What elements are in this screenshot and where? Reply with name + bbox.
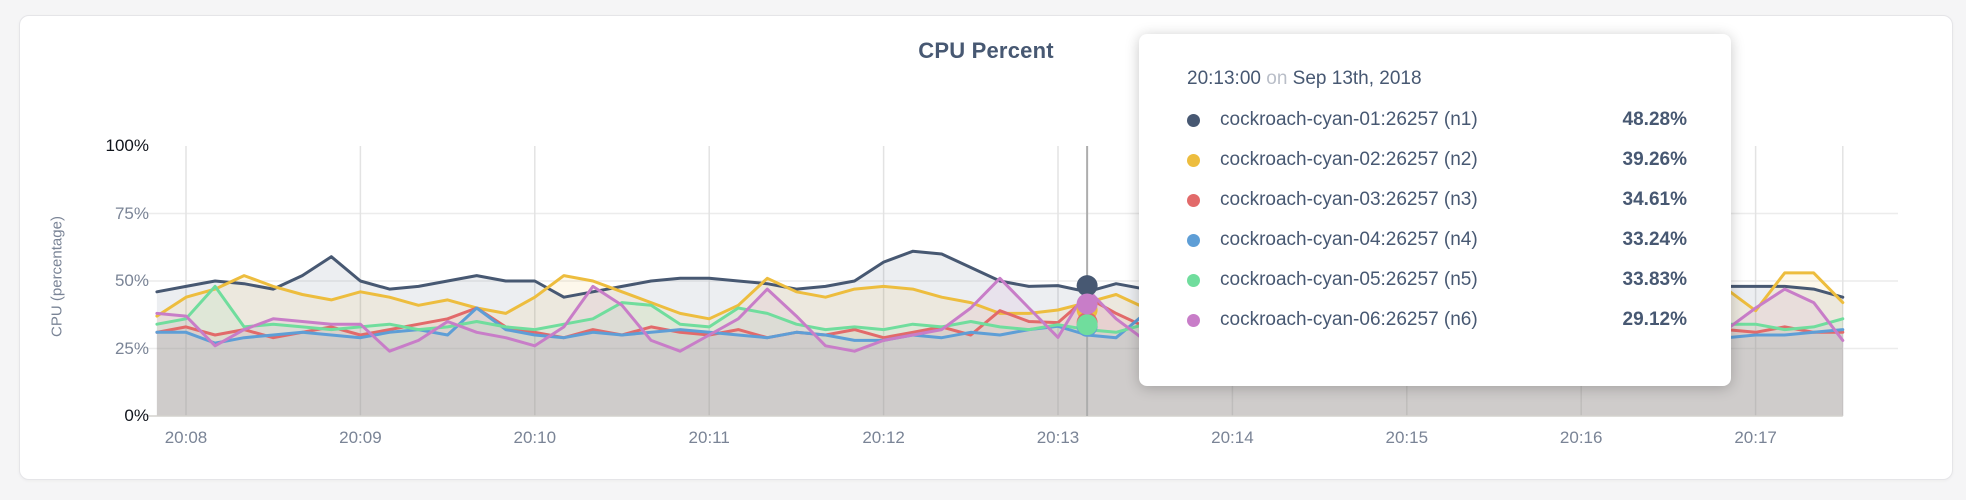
- tooltip-series-value: 29.12%: [1622, 309, 1687, 330]
- series-color-dot-icon: [1187, 113, 1200, 127]
- x-tick-label-20-16: 20:16: [1559, 428, 1603, 447]
- tooltip-series-row: cockroach-cyan-03:26257 (n3) 34.61%: [1187, 180, 1695, 220]
- tooltip-series-value: 48.28%: [1622, 109, 1687, 130]
- tooltip-series-name: cockroach-cyan-06:26257 (n6): [1220, 309, 1478, 330]
- tooltip-series-name: cockroach-cyan-01:26257 (n1): [1220, 109, 1478, 130]
- series-color-dot-icon: [1187, 233, 1200, 247]
- x-tick-label-20-08: 20:08: [164, 428, 208, 447]
- x-tick-label-20-17: 20:17: [1734, 428, 1777, 447]
- tooltip-header: 20:13:00 on Sep 13th, 2018: [1187, 68, 1695, 90]
- tooltip-series-row: cockroach-cyan-06:26257 (n6) 29.12%: [1187, 300, 1695, 340]
- tooltip-date: Sep 13th, 2018: [1292, 68, 1422, 89]
- tooltip-series-row: cockroach-cyan-01:26257 (n1) 48.28%: [1187, 100, 1695, 140]
- x-tick-label-20-10: 20:10: [513, 428, 557, 447]
- series-color-dot-icon: [1187, 273, 1200, 287]
- chart-title: CPU Percent: [918, 38, 1054, 63]
- x-tick-label-20-13: 20:13: [1036, 428, 1080, 447]
- y-tick-label-25: 25%: [114, 338, 149, 358]
- tooltip-series-row: cockroach-cyan-02:26257 (n2) 39.26%: [1187, 140, 1695, 180]
- tooltip-series-row: cockroach-cyan-04:26257 (n4) 33.24%: [1187, 220, 1695, 260]
- series-color-dot-icon: [1187, 193, 1200, 207]
- tooltip-series-name: cockroach-cyan-03:26257 (n3): [1220, 189, 1478, 210]
- tooltip-series-value: 39.26%: [1622, 149, 1687, 170]
- series-color-dot-icon: [1187, 313, 1200, 327]
- chart-card: CPU Percent CPU (percentage) 0% 25% 50% 75%…: [19, 15, 1953, 480]
- x-tick-label-20-12: 20:12: [862, 428, 905, 447]
- tooltip-time: 20:13:00: [1187, 68, 1261, 89]
- tooltip-series-name: cockroach-cyan-05:26257 (n5): [1220, 269, 1478, 290]
- series-color-dot-icon: [1187, 153, 1200, 167]
- x-tick-label-20-09: 20:09: [339, 428, 382, 447]
- x-tick-label-20-15: 20:15: [1385, 428, 1429, 447]
- hover-tooltip: 20:13:00 on Sep 13th, 2018 cockroach-cya…: [1139, 34, 1731, 386]
- tooltip-series-name: cockroach-cyan-02:26257 (n2): [1220, 149, 1478, 170]
- tooltip-connector: on: [1266, 68, 1288, 89]
- tooltip-series-name: cockroach-cyan-04:26257 (n4): [1220, 229, 1478, 250]
- hover-dot-n1: [1076, 275, 1098, 297]
- y-tick-label-0: 0%: [124, 406, 149, 425]
- x-tick-label-20-14: 20:14: [1211, 428, 1254, 447]
- tooltip-series-value: 33.24%: [1622, 229, 1687, 250]
- hover-dot-n5: [1076, 314, 1098, 336]
- y-tick-label-100: 100%: [105, 136, 149, 155]
- tooltip-series-row: cockroach-cyan-05:26257 (n5) 33.83%: [1187, 260, 1695, 300]
- tooltip-series-list: cockroach-cyan-01:26257 (n1) 48.28% cockro…: [1187, 100, 1695, 340]
- tooltip-series-value: 33.83%: [1622, 269, 1687, 290]
- y-tick-label-50: 50%: [114, 271, 149, 290]
- x-tick-label-20-11: 20:11: [688, 428, 730, 447]
- hover-dot-n6: [1076, 293, 1098, 315]
- tooltip-series-value: 34.61%: [1622, 189, 1687, 210]
- y-tick-label-75: 75%: [114, 203, 149, 223]
